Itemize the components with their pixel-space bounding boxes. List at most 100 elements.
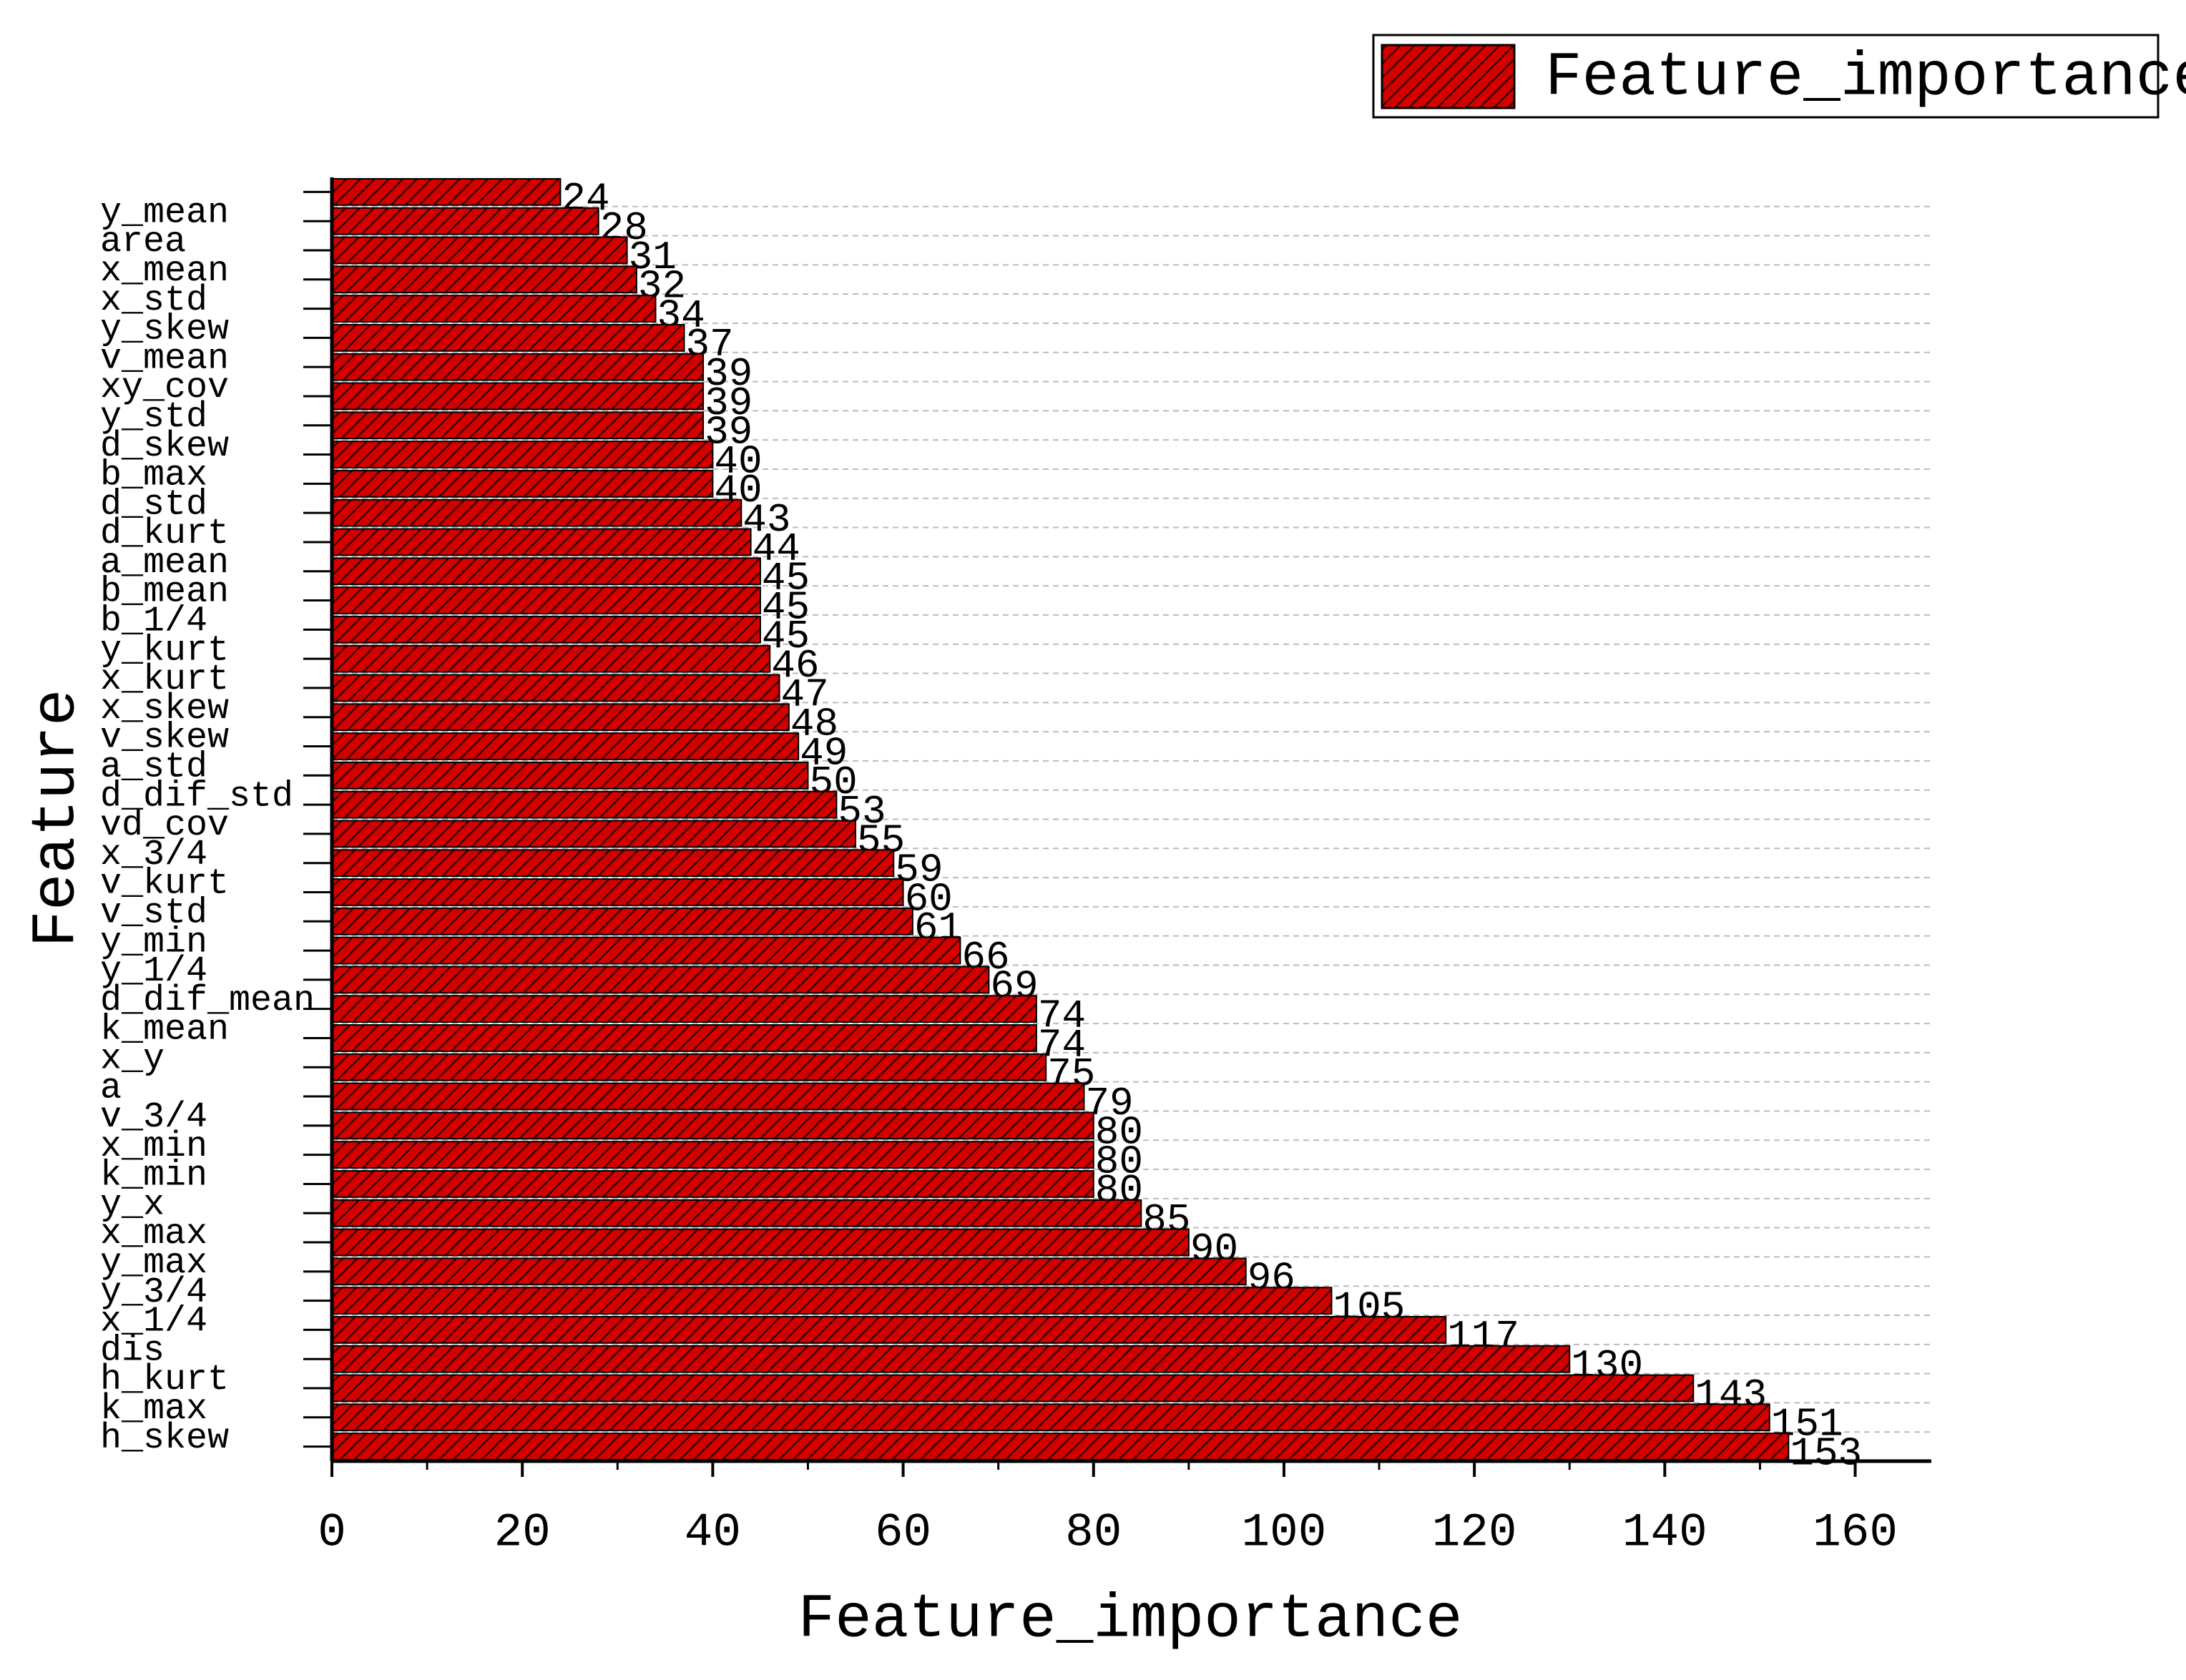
- bar: [331, 878, 904, 906]
- x-tick-label: 20: [494, 1505, 551, 1559]
- bar: [331, 528, 752, 556]
- value-label: 80: [1095, 1110, 1143, 1156]
- bar: [331, 498, 742, 527]
- y-tick-label: b_1/4: [100, 601, 207, 642]
- y-tick-label: x_y: [100, 1038, 165, 1079]
- bar: [331, 1374, 1695, 1403]
- y-tick-label: y_mean: [100, 192, 229, 233]
- y-tick-label: y_std: [100, 397, 207, 438]
- bar: [331, 207, 599, 235]
- y-tick-label: v_std: [100, 893, 207, 933]
- y-tick-label: x_max: [100, 1214, 207, 1254]
- y-axis-title: Feature: [22, 689, 92, 947]
- bar: [331, 411, 705, 440]
- value-label: 45: [762, 584, 810, 630]
- legend-swatch: [1381, 44, 1516, 109]
- bar: [331, 586, 761, 614]
- y-tick-label: a_std: [100, 747, 207, 788]
- y-tick-label: d_skew: [100, 426, 229, 467]
- y-tick-label: area: [100, 222, 186, 262]
- bar: [331, 469, 714, 498]
- bar: [331, 236, 628, 265]
- y-tick-label: v_skew: [100, 718, 229, 759]
- y-tick-label: v_mean: [100, 338, 229, 379]
- value-label: 153: [1790, 1430, 1862, 1476]
- x-tick-label: 80: [1065, 1505, 1122, 1559]
- x-tick-label: 140: [1622, 1505, 1707, 1559]
- bar: [331, 1287, 1333, 1315]
- y-tick-label: y_x: [100, 1184, 165, 1225]
- bar: [331, 1111, 1094, 1140]
- bar: [331, 178, 562, 206]
- bar: [331, 674, 780, 702]
- bar: [331, 1403, 1770, 1432]
- y-tick-label: y_max: [100, 1243, 207, 1284]
- y-tick-label: b_mean: [100, 572, 229, 613]
- y-tick-label: x_kurt: [100, 659, 229, 700]
- bar: [331, 1257, 1247, 1286]
- value-label: 40: [714, 438, 762, 484]
- y-tick-label: x_3/4: [100, 835, 207, 875]
- x-tick-label: 100: [1242, 1505, 1327, 1559]
- bar: [331, 1228, 1190, 1257]
- value-label: 39: [705, 351, 753, 397]
- y-tick-label: a: [100, 1068, 122, 1109]
- bar: [331, 1024, 1037, 1052]
- bar: [331, 557, 761, 586]
- bar: [331, 907, 913, 935]
- y-tick-label: y_kurt: [100, 630, 229, 671]
- y-tick-label: h_skew: [100, 1418, 229, 1459]
- value-label: 39: [705, 380, 753, 426]
- bar: [331, 615, 761, 644]
- y-tick-label: dis: [100, 1330, 165, 1371]
- bar: [331, 703, 790, 732]
- bar: [331, 1199, 1142, 1227]
- bar: [331, 761, 809, 790]
- bar: [331, 966, 990, 994]
- y-tick-label: x_std: [100, 280, 207, 321]
- y-tick-label: d_dif_std: [100, 776, 293, 817]
- y-tick-label: v_3/4: [100, 1097, 207, 1138]
- y-tick-label: xy_cov: [100, 368, 229, 408]
- y-tick-label: k_max: [100, 1389, 207, 1430]
- y-tick-label: x_skew: [100, 689, 229, 730]
- y-tick-label: vd_cov: [100, 805, 229, 846]
- x-tick-label: 60: [875, 1505, 931, 1559]
- bar: [331, 1141, 1094, 1169]
- bar: [331, 1433, 1790, 1461]
- bar: [331, 1316, 1447, 1344]
- y-tick-label: y_min: [100, 922, 207, 963]
- bar: [331, 820, 857, 848]
- y-tick-label: h_kurt: [100, 1360, 229, 1400]
- x-axis-title: Feature_importance: [798, 1585, 1463, 1655]
- value-label: 74: [1038, 993, 1086, 1038]
- y-tick-label: y_skew: [100, 310, 229, 350]
- bar: [331, 732, 800, 760]
- bar: [331, 995, 1037, 1023]
- value-label: 80: [1095, 1139, 1143, 1184]
- y-tick-label: k_mean: [100, 1010, 229, 1051]
- bar: [331, 353, 705, 381]
- bar: [331, 849, 895, 878]
- bar: [331, 323, 685, 352]
- bar: [331, 265, 637, 294]
- legend-label: Feature_importance: [1545, 43, 2186, 113]
- value-label: 45: [762, 556, 810, 601]
- y-tick-label: b_max: [100, 456, 207, 496]
- bar: [331, 1082, 1085, 1111]
- bar: [331, 1053, 1047, 1081]
- y-tick-label: a_mean: [100, 543, 229, 584]
- y-tick-label: d_std: [100, 484, 207, 525]
- x-tick-label: 160: [1813, 1505, 1898, 1559]
- bar: [331, 441, 714, 468]
- x-tick-label: 120: [1432, 1505, 1517, 1559]
- y-tick-label: v_kurt: [100, 864, 229, 905]
- y-tick-label: x_mean: [100, 251, 229, 292]
- x-tick-label: 0: [318, 1505, 346, 1559]
- y-tick-label: y_1/4: [100, 951, 207, 992]
- bar: [331, 1170, 1094, 1198]
- y-tick-label: y_3/4: [100, 1272, 207, 1313]
- y-tick-label: x_min: [100, 1126, 207, 1167]
- y-tick-label: k_min: [100, 1156, 207, 1197]
